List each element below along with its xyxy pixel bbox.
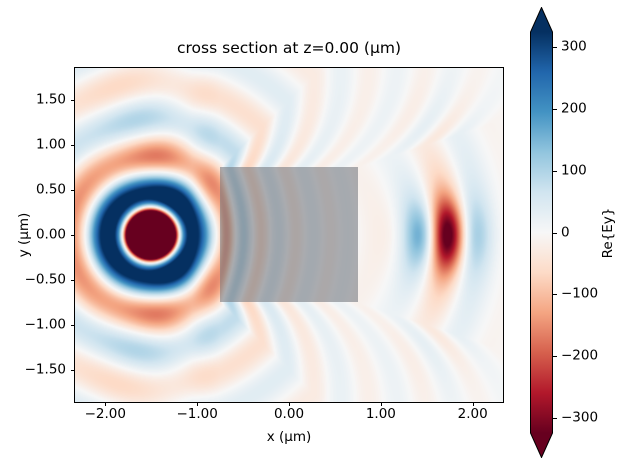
colorbar-tick-label: 0 [561, 224, 570, 240]
y-tick-label: 1.00 [35, 136, 66, 153]
colorbar-tick-label: 200 [561, 100, 587, 117]
y-tick-mark [71, 100, 75, 102]
colorbar-tick-mark [553, 47, 557, 49]
colorbar-tick-label: −100 [561, 285, 599, 302]
x-tick-label: 1.00 [365, 406, 396, 422]
y-tick-mark [71, 190, 75, 192]
colorbar-tick-mark [553, 109, 557, 111]
colorbar-label: Re{Ey} [600, 207, 616, 259]
colorbar-gradient [530, 7, 553, 458]
y-tick-label: −0.50 [24, 271, 66, 288]
plot-title: cross section at z=0.00 (µm) [177, 39, 401, 57]
y-tick-label: 1.50 [35, 91, 66, 108]
colorbar-tick-mark [553, 417, 557, 419]
y-tick-mark [71, 279, 75, 281]
x-tick-mark [472, 402, 474, 406]
y-tick-label: −1.00 [24, 316, 66, 333]
x-tick-label: −2.00 [84, 406, 126, 422]
colorbar-tick-mark [553, 170, 557, 172]
colorbar-tick-mark [553, 355, 557, 357]
y-tick-label: 0.00 [35, 226, 66, 243]
colorbar-tick-label: −300 [561, 409, 599, 426]
y-tick-mark [71, 369, 75, 371]
y-tick-mark [71, 235, 75, 236]
y-tick-label: 0.50 [35, 181, 66, 198]
x-tick-mark [289, 402, 290, 406]
colorbar-tick-label: 100 [561, 162, 587, 179]
x-tick-mark [105, 402, 107, 406]
colorbar-tick-mark [553, 294, 557, 296]
colorbar-tick-mark [553, 232, 557, 234]
colorbar-tick-label: 300 [561, 38, 587, 55]
x-tick-label: −1.00 [176, 406, 218, 422]
y-tick-label: −1.50 [24, 361, 66, 378]
y-axis-label: y (µm) [16, 212, 32, 258]
x-axis-label: x (µm) [266, 429, 312, 445]
x-tick-mark [197, 402, 199, 406]
x-tick-mark [380, 402, 382, 406]
x-tick-label: 2.00 [457, 406, 488, 422]
colorbar-outline [530, 7, 553, 458]
colorbar-tick-label: −200 [561, 347, 599, 364]
y-tick-mark [71, 145, 75, 147]
structure-overlay [220, 167, 358, 302]
x-tick-label: 0.00 [273, 406, 305, 422]
y-tick-mark [71, 324, 75, 326]
